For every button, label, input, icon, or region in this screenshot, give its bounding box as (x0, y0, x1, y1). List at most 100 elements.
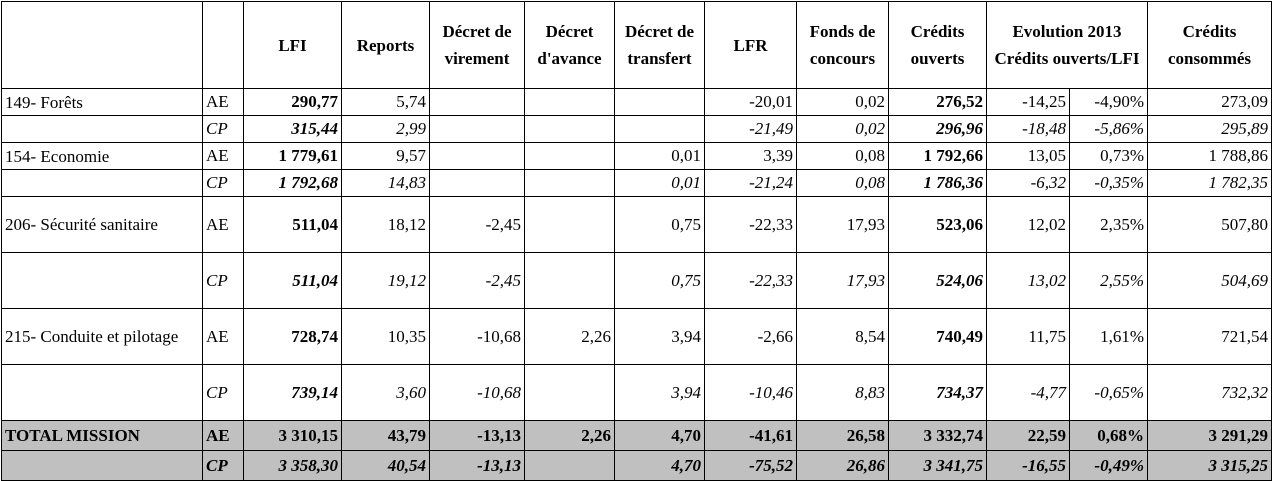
value-cell: 273,09 (1147, 88, 1272, 116)
header-cell: Evolution 2013 Crédits ouverts/LFI (986, 1, 1148, 89)
value-cell: -21,49 (704, 115, 797, 143)
value-cell: 26,86 (796, 450, 889, 481)
value-cell: 10,35 (341, 308, 430, 365)
value-cell (524, 450, 615, 481)
type-cell: AE (202, 420, 244, 451)
table-header: LFI Reports Décret de virement Décret d'ava… (1, 1, 1272, 89)
value-cell: -18,48 (986, 115, 1070, 143)
value-cell (429, 115, 525, 143)
value-cell: 1 792,68 (243, 169, 342, 197)
header-cell (202, 1, 244, 89)
value-cell: 4,70 (614, 420, 705, 451)
value-cell: 511,04 (243, 252, 342, 309)
value-cell (429, 88, 525, 116)
type-cell: CP (202, 115, 244, 143)
value-cell: 0,01 (614, 169, 705, 197)
value-cell: 739,14 (243, 364, 342, 421)
value-cell: 17,93 (796, 252, 889, 309)
value-cell: 9,57 (341, 142, 430, 170)
type-cell: CP (202, 252, 244, 309)
header-cell: LFR (704, 1, 797, 89)
value-cell: 0,02 (796, 115, 889, 143)
value-cell: 19,12 (341, 252, 430, 309)
value-cell: -13,13 (429, 450, 525, 481)
header-cell: Crédits ouverts (888, 1, 987, 89)
program-cell: 206- Sécurité sanitaire (1, 196, 203, 253)
value-cell: 18,12 (341, 196, 430, 253)
value-cell: 43,79 (341, 420, 430, 451)
value-cell: 1 782,35 (1147, 169, 1272, 197)
value-cell: -10,46 (704, 364, 797, 421)
value-cell (524, 196, 615, 253)
type-cell: AE (202, 196, 244, 253)
value-cell (614, 115, 705, 143)
value-cell (429, 142, 525, 170)
program-cell: 215- Conduite et pilotage (1, 308, 203, 365)
value-cell: 11,75 (986, 308, 1070, 365)
header-cell: Crédits consommés (1147, 1, 1272, 89)
value-cell: 276,52 (888, 88, 987, 116)
value-cell: 721,54 (1147, 308, 1272, 365)
header-cell: Décret de virement (429, 1, 525, 89)
value-cell: 1 779,61 (243, 142, 342, 170)
value-cell: 290,77 (243, 88, 342, 116)
value-cell: -21,24 (704, 169, 797, 197)
header-cell: Décret d'avance (524, 1, 615, 89)
value-cell: 2,35% (1069, 196, 1148, 253)
value-cell: -16,55 (986, 450, 1070, 481)
table-body: 149- Forêts AE 290,77 5,74 -20,01 0,02 276,52-… (1, 88, 1272, 481)
value-cell: 3 358,30 (243, 450, 342, 481)
value-cell: 3,94 (614, 308, 705, 365)
header-row: LFI Reports Décret de virement Décret d'ava… (1, 1, 1272, 89)
value-cell: 14,83 (341, 169, 430, 197)
value-cell (614, 88, 705, 116)
value-cell: -6,32 (986, 169, 1070, 197)
value-cell: -0,65% (1069, 364, 1148, 421)
table-row: CP 1 792,68 14,83 0,01 -21,24 0,08 1 786,36 -6,… (1, 169, 1272, 197)
value-cell: -14,25 (986, 88, 1070, 116)
program-cell (1, 169, 203, 197)
type-cell: CP (202, 364, 244, 421)
table-row: 215- Conduite et pilotage AE 728,74 10,35 -1… (1, 308, 1272, 365)
value-cell: 504,69 (1147, 252, 1272, 309)
value-cell: 740,49 (888, 308, 987, 365)
value-cell: -2,66 (704, 308, 797, 365)
type-cell: AE (202, 142, 244, 170)
value-cell: -22,33 (704, 252, 797, 309)
value-cell: -5,86% (1069, 115, 1148, 143)
value-cell: 511,04 (243, 196, 342, 253)
value-cell: 2,55% (1069, 252, 1148, 309)
value-cell (524, 88, 615, 116)
value-cell: -41,61 (704, 420, 797, 451)
table-row: CP 511,04 19,12 -2,45 0,75 -22,33 17,93 524,06 1… (1, 252, 1272, 309)
value-cell: 26,58 (796, 420, 889, 451)
value-cell: 734,37 (888, 364, 987, 421)
value-cell: 3,94 (614, 364, 705, 421)
program-cell (1, 115, 203, 143)
value-cell: 2,99 (341, 115, 430, 143)
value-cell: 8,54 (796, 308, 889, 365)
value-cell: 507,80 (1147, 196, 1272, 253)
table-row: 206- Sécurité sanitaire AE 511,04 18,12 -2,4… (1, 196, 1272, 253)
value-cell: 1 792,66 (888, 142, 987, 170)
value-cell: -10,68 (429, 364, 525, 421)
value-cell: 3 341,75 (888, 450, 987, 481)
value-cell: -0,49% (1069, 450, 1148, 481)
program-cell (1, 252, 203, 309)
type-cell: CP (202, 450, 244, 481)
header-cell (1, 1, 203, 89)
program-cell: 149- Forêts (1, 88, 203, 116)
value-cell: -20,01 (704, 88, 797, 116)
value-cell: 1 786,36 (888, 169, 987, 197)
table-row: CP 315,44 2,99 -21,49 0,02 296,96 -18,48 -5,86%… (1, 115, 1272, 143)
value-cell: 3 315,25 (1147, 450, 1272, 481)
value-cell: -2,45 (429, 252, 525, 309)
value-cell: 0,75 (614, 196, 705, 253)
value-cell: 0,01 (614, 142, 705, 170)
value-cell: 2,26 (524, 308, 615, 365)
value-cell: 5,74 (341, 88, 430, 116)
value-cell: -0,35% (1069, 169, 1148, 197)
value-cell: 295,89 (1147, 115, 1272, 143)
